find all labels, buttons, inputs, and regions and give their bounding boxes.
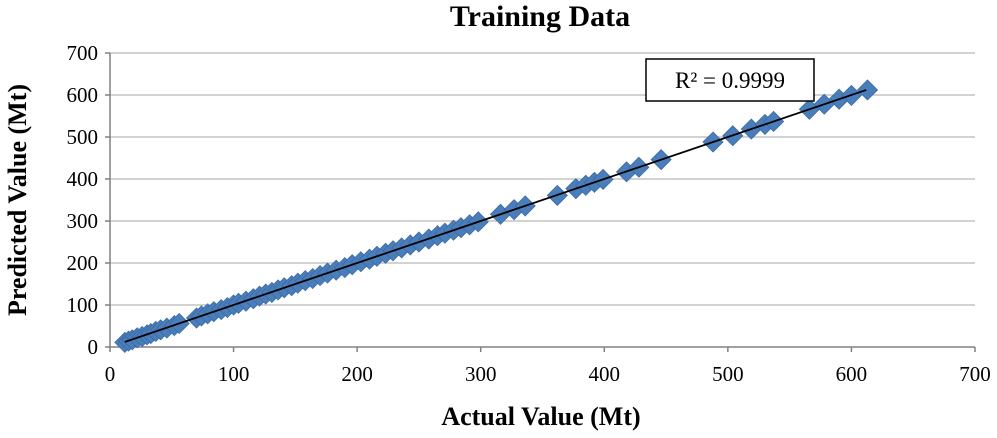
y-tick-label-1: 100 (67, 293, 99, 317)
y-tick-labels: 0 100 200 300 400 500 600 700 (67, 41, 99, 359)
data-point (856, 79, 879, 101)
r-squared-frame (645, 58, 815, 102)
x-tick-label-5: 500 (712, 362, 744, 386)
trendline (124, 89, 867, 343)
x-tick-label-3: 300 (465, 362, 497, 386)
x-tick-label-4: 400 (589, 362, 621, 386)
y-tick-label-5: 500 (67, 125, 99, 149)
x-axis-label: Actual Value (Mt) (441, 402, 640, 431)
x-tick-label-1: 100 (218, 362, 250, 386)
y-tick-label-0: 0 (88, 335, 99, 359)
x-tick-label-0: 0 (105, 362, 116, 386)
y-tick-label-6: 600 (67, 83, 99, 107)
chart-title: Training Data (450, 0, 630, 33)
r-squared-label: R² = 0.9999 (675, 68, 785, 93)
x-tick-label-7: 700 (959, 362, 991, 386)
y-tick-label-4: 400 (67, 167, 99, 191)
x-tick-label-2: 200 (341, 362, 373, 386)
y-axis-label: Predicted Value (Mt) (3, 84, 32, 316)
x-tick-labels: 0 100 200 300 400 500 600 700 (105, 362, 991, 386)
r-squared-box: R² = 0.9999 (645, 58, 815, 102)
y-tick-label-3: 300 (67, 209, 99, 233)
x-tick-label-6: 600 (836, 362, 868, 386)
axes (105, 52, 976, 352)
y-tick-label-7: 700 (67, 41, 99, 65)
y-tick-label-2: 200 (67, 251, 99, 275)
